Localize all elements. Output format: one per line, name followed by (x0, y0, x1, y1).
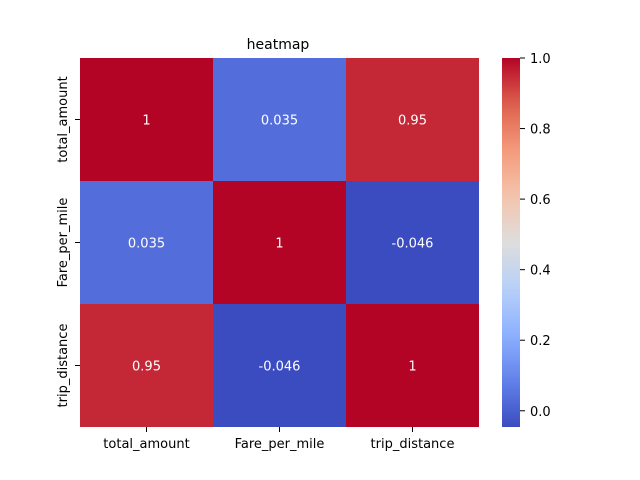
heatmap-cell (213, 58, 346, 181)
cell-annotation: -0.046 (392, 237, 434, 252)
colorbar: 0.0 0.2 0.4 0.6 0.8 1.0 (502, 52, 551, 427)
cell-annotation: 0.035 (261, 114, 298, 129)
cell-annotation: 1 (142, 114, 150, 129)
cell-annotation: 1 (275, 237, 283, 252)
y-tick-label: total_amount (56, 76, 71, 162)
x-tick-label: trip_distance (371, 437, 455, 452)
heatmap-cell (80, 181, 213, 304)
heatmap-cell (80, 304, 213, 427)
heatmap-cells: 1 0.035 0.95 0.035 1 -0.046 0.95 -0.046 1 (80, 58, 479, 427)
x-tick-label: total_amount (103, 437, 189, 452)
heatmap-cell (213, 181, 346, 304)
colorbar-gradient (502, 58, 520, 427)
cell-annotation: -0.046 (259, 360, 301, 375)
colorbar-tick-label: 0.2 (530, 334, 551, 349)
colorbar-tick-label: 0.4 (530, 264, 551, 279)
colorbar-tick-label: 0.0 (530, 405, 551, 420)
y-axis: total_amount Fare_per_mile trip_distance (56, 76, 80, 407)
heatmap-cell (346, 58, 479, 181)
heatmap-cell (346, 181, 479, 304)
colorbar-tick-label: 1.0 (530, 52, 551, 67)
x-tick-label: Fare_per_mile (235, 437, 325, 452)
y-tick-label: trip_distance (56, 324, 71, 408)
cell-annotation: 0.95 (132, 360, 161, 375)
colorbar-tick-label: 0.8 (530, 123, 551, 138)
cell-annotation: 0.95 (398, 114, 427, 129)
cell-annotation: 0.035 (128, 237, 165, 252)
x-axis: total_amount Fare_per_mile trip_distance (103, 427, 454, 452)
colorbar-tick-label: 0.6 (530, 193, 551, 208)
cell-annotation: 1 (408, 360, 416, 375)
heatmap-cell (346, 304, 479, 427)
heatmap-cell (213, 304, 346, 427)
heatmap-cell (80, 58, 213, 181)
y-tick-label: Fare_per_mile (56, 198, 71, 288)
chart-title: heatmap (247, 37, 310, 53)
